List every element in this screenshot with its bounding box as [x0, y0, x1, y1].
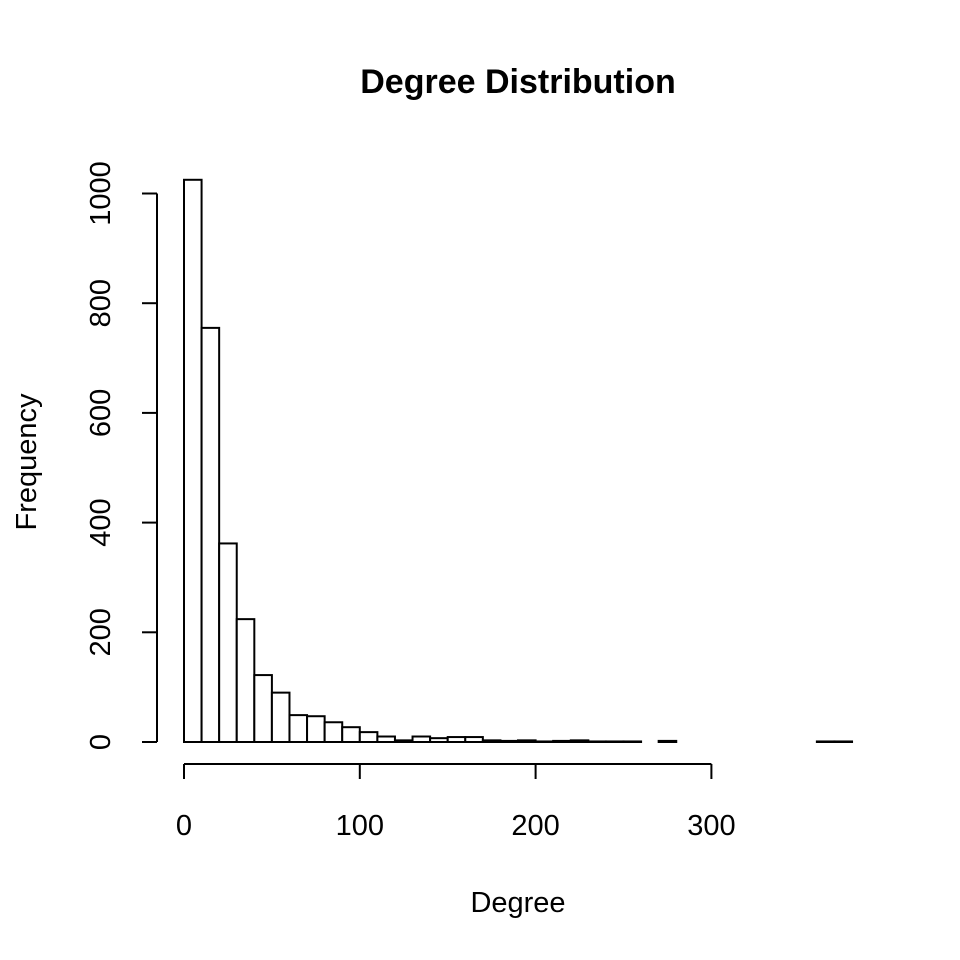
x-tick-label: 100: [336, 810, 384, 842]
histogram-bar: [657, 739, 678, 744]
histogram-bar: [358, 731, 379, 744]
y-tick-label: 400: [85, 498, 117, 546]
histogram-bar: [253, 674, 273, 744]
histogram-bar: [341, 726, 361, 744]
histogram-bar: [604, 740, 625, 744]
histogram-bar: [569, 739, 590, 743]
chart-title: Degree Distribution: [360, 63, 675, 101]
histogram-bar: [517, 739, 537, 743]
histogram-bar: [323, 721, 344, 743]
histogram-bar: [200, 326, 221, 743]
y-axis-label: Frequency: [11, 393, 43, 531]
histogram-bar: [552, 739, 572, 744]
histogram-bar: [534, 740, 555, 744]
histogram-bar: [376, 735, 396, 744]
histogram-bar: [393, 739, 414, 743]
histogram-bar: [833, 740, 854, 744]
histogram-bar: [446, 736, 467, 743]
histogram-bar: [815, 740, 836, 744]
y-tick-label: 600: [85, 389, 117, 437]
histogram-bar: [235, 618, 256, 744]
y-tick-label: 1000: [85, 161, 117, 226]
y-tick-label: 800: [85, 279, 117, 327]
x-tick-label: 200: [511, 810, 559, 842]
histogram-bar: [429, 737, 449, 743]
y-tick-label: 0: [85, 734, 117, 750]
histogram-bar: [464, 736, 484, 743]
x-tick-label: 0: [176, 810, 192, 842]
histogram-bar: [270, 691, 291, 744]
histogram-bar: [411, 735, 432, 744]
histogram-bar: [306, 715, 326, 743]
x-tick-label: 300: [687, 810, 735, 842]
histogram-bar: [183, 178, 203, 744]
histogram-bar: [587, 740, 607, 744]
x-axis-label: Degree: [470, 887, 565, 919]
histogram-bar: [499, 739, 520, 744]
histogram-bar: [288, 714, 309, 743]
y-axis: 0 200 400 600 800 1000: [85, 161, 158, 750]
histogram-bar: [218, 542, 238, 743]
x-axis: 0 100 200 300: [176, 763, 736, 842]
histogram-bar: [622, 740, 643, 744]
bars-group: [183, 178, 854, 744]
histogram-bar: [481, 739, 502, 743]
y-tick-label: 200: [85, 608, 117, 656]
